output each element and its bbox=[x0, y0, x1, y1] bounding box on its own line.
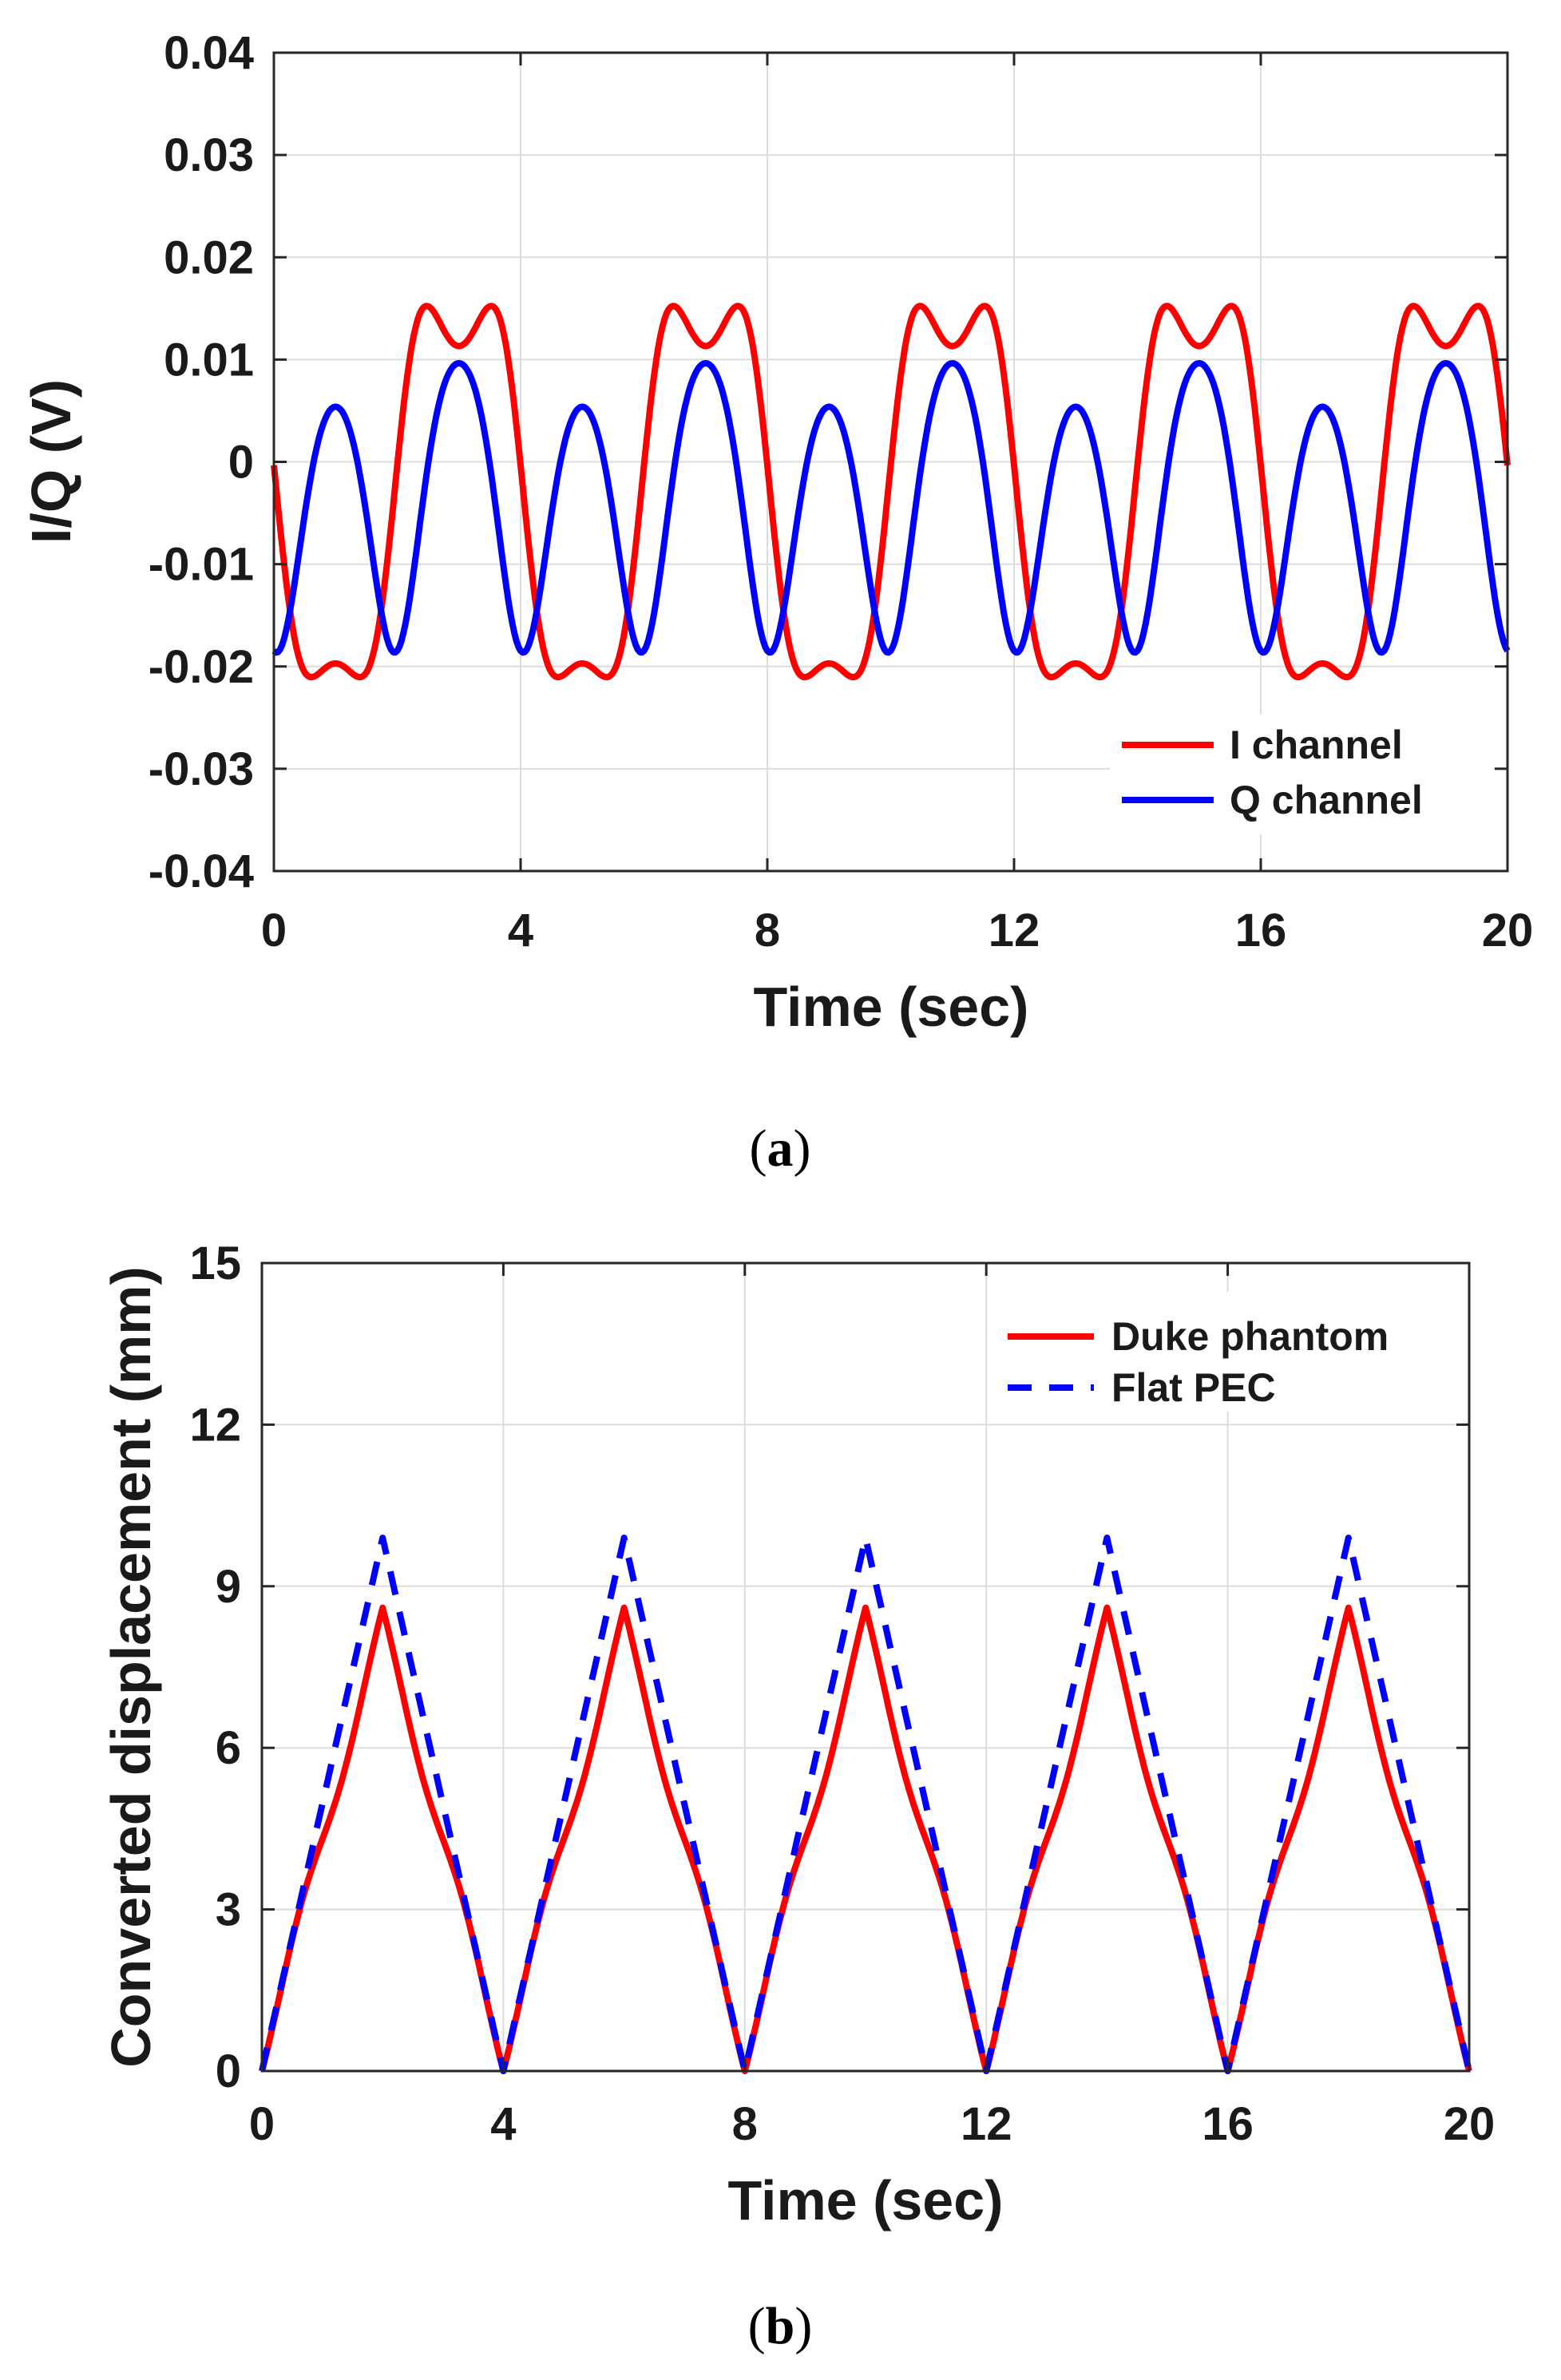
caption-b-open: ( bbox=[748, 2297, 766, 2355]
plot-frame-b bbox=[260, 1261, 1471, 2073]
x-tick-label-b-3: 12 bbox=[961, 2098, 1012, 2150]
ticks-a: 0 4 8 12 16 20 -0.04 -0.03 -0.02 -0.01 0 0.01 0.02 0.… bbox=[149, 27, 1533, 956]
series-group-b bbox=[259, 1535, 1472, 2074]
caption-b: (b) bbox=[748, 2297, 813, 2355]
caption-b-close: ) bbox=[794, 2297, 812, 2355]
x-tick-label-b-4: 16 bbox=[1202, 2098, 1254, 2150]
y-tick-label-a-6: 0.02 bbox=[164, 232, 254, 283]
y-axis-label-b: Converted displacement (mm) bbox=[100, 1266, 162, 2068]
y-tick-label-a-2: -0.02 bbox=[149, 641, 254, 693]
y-axis-label-a: I/Q (V) bbox=[20, 379, 82, 544]
caption-a-open: ( bbox=[750, 1119, 767, 1178]
y-tick-label-a-7: 0.03 bbox=[164, 129, 254, 181]
y-tick-label-a-5: 0.01 bbox=[164, 334, 254, 386]
x-axis-label-a: Time (sec) bbox=[754, 976, 1029, 1038]
x-tick-label-a-0: 0 bbox=[261, 905, 287, 956]
x-tick-label-b-1: 4 bbox=[490, 2098, 516, 2150]
legend-b: Duke phantom Flat PEC bbox=[994, 1292, 1449, 1412]
legend-label-duke-phantom: Duke phantom bbox=[1111, 1314, 1389, 1359]
y-tick-label-b-1: 3 bbox=[216, 1884, 241, 1936]
y-tick-label-b-4: 12 bbox=[189, 1399, 241, 1451]
y-tick-label-b-5: 15 bbox=[189, 1238, 241, 1289]
x-tick-label-a-1: 4 bbox=[508, 905, 533, 956]
y-tick-label-a-0: -0.04 bbox=[149, 845, 254, 897]
legend-box-a bbox=[1110, 715, 1493, 834]
y-tick-label-b-2: 6 bbox=[216, 1722, 241, 1774]
legend-box-b bbox=[994, 1292, 1449, 1412]
legend-a: I channel Q channel bbox=[1110, 715, 1493, 834]
caption-a-close: ) bbox=[794, 1119, 811, 1178]
chart-panel-a: 0 4 8 12 16 20 -0.04 -0.03 -0.02 -0.01 0 0.01 0.02 0.… bbox=[20, 27, 1533, 1178]
legend-label-i-channel: I channel bbox=[1230, 723, 1403, 767]
y-tick-label-a-3: -0.01 bbox=[149, 539, 254, 591]
y-tick-label-a-8: 0.04 bbox=[164, 27, 254, 79]
series-line-i-channel bbox=[271, 303, 1511, 681]
x-tick-label-b-5: 20 bbox=[1444, 2098, 1496, 2150]
legend-label-q-channel: Q channel bbox=[1230, 778, 1423, 822]
y-tick-label-b-0: 0 bbox=[216, 2045, 241, 2097]
y-tick-label-b-3: 9 bbox=[216, 1561, 241, 1613]
y-tick-label-a-4: 0 bbox=[228, 437, 254, 489]
caption-b-letter: b bbox=[766, 2297, 795, 2355]
caption-a-letter: a bbox=[767, 1119, 794, 1178]
x-tick-label-a-2: 8 bbox=[755, 905, 780, 956]
chart-panel-b: 0 4 8 12 16 20 0 3 6 9 12 15 Time (sec) Converted d… bbox=[100, 1238, 1495, 2355]
legend-label-flat-pec: Flat PEC bbox=[1111, 1365, 1276, 1410]
series-line-q-channel bbox=[271, 359, 1511, 656]
series-group-a bbox=[271, 303, 1511, 681]
ticks-b: 0 4 8 12 16 20 0 3 6 9 12 15 bbox=[189, 1238, 1495, 2150]
x-tick-label-a-5: 20 bbox=[1482, 905, 1534, 956]
x-tick-label-b-0: 0 bbox=[249, 2098, 275, 2150]
caption-a: (a) bbox=[750, 1119, 811, 1178]
x-tick-label-a-3: 12 bbox=[989, 905, 1040, 956]
x-tick-label-a-4: 16 bbox=[1235, 905, 1287, 956]
x-axis-label-b: Time (sec) bbox=[728, 2169, 1004, 2231]
x-tick-label-b-2: 8 bbox=[732, 2098, 758, 2150]
y-tick-label-a-1: -0.03 bbox=[149, 743, 254, 795]
